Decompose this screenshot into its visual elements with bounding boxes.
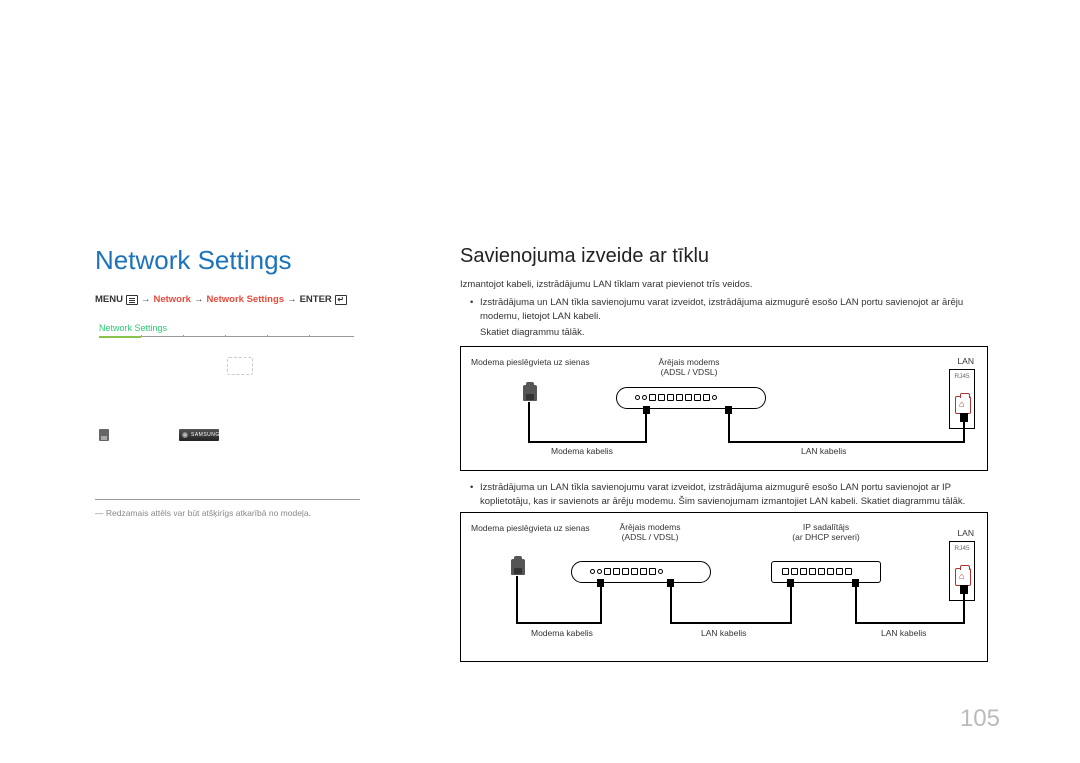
arrow-icon bbox=[141, 294, 151, 305]
label-modem-cable: Modema kabelis bbox=[531, 628, 593, 638]
screenshot-title: Network Settings bbox=[99, 323, 167, 333]
footnote: ― Redzamais attēls var būt atšķirīgs atk… bbox=[95, 508, 395, 518]
label-lan-cable-2: LAN kabelis bbox=[881, 628, 926, 638]
menu-icon bbox=[126, 295, 138, 305]
nav-network: Network bbox=[153, 294, 190, 305]
label-lan-cable: LAN kabelis bbox=[801, 446, 846, 456]
divider bbox=[95, 499, 360, 500]
arrow-icon bbox=[287, 294, 297, 305]
diagram-2: Modema pieslēgvieta uz sienas Ārējais mo… bbox=[460, 512, 988, 662]
page-title: Network Settings bbox=[95, 245, 395, 276]
ui-screenshot: Network Settings SAMSUNG bbox=[95, 319, 360, 449]
bullet-1-sub: Skatiet diagrammu tālāk. bbox=[460, 326, 990, 340]
wall-port-icon bbox=[99, 429, 109, 441]
cables bbox=[461, 347, 989, 472]
nav-menu-label: MENU bbox=[95, 294, 123, 305]
page-number: 105 bbox=[960, 705, 1000, 733]
intro-text: Izmantojot kabeli, izstrādājumu LAN tīkl… bbox=[460, 278, 990, 292]
tv-device-icon: SAMSUNG bbox=[179, 429, 219, 441]
active-tab-underline bbox=[99, 336, 141, 338]
menu-path: MENU Network Network Settings ENTER bbox=[95, 294, 395, 305]
label-lan-cable-1: LAN kabelis bbox=[701, 628, 746, 638]
label-modem-cable: Modema kabelis bbox=[551, 446, 613, 456]
nav-network-settings: Network Settings bbox=[206, 294, 284, 305]
enter-icon bbox=[335, 295, 347, 305]
section-heading: Savienojuma izveide ar tīklu bbox=[460, 245, 990, 268]
selection-box bbox=[227, 357, 253, 375]
bullet-1: Izstrādājuma un LAN tīkla savienojumu va… bbox=[460, 296, 990, 324]
diagram-1: Modema pieslēgvieta uz sienas Ārējais mo… bbox=[460, 346, 988, 471]
cables bbox=[461, 513, 989, 663]
arrow-icon bbox=[194, 294, 204, 305]
bullet-2: Izstrādājuma un LAN tīkla savienojumu va… bbox=[460, 481, 990, 509]
nav-enter-label: ENTER bbox=[300, 294, 332, 305]
